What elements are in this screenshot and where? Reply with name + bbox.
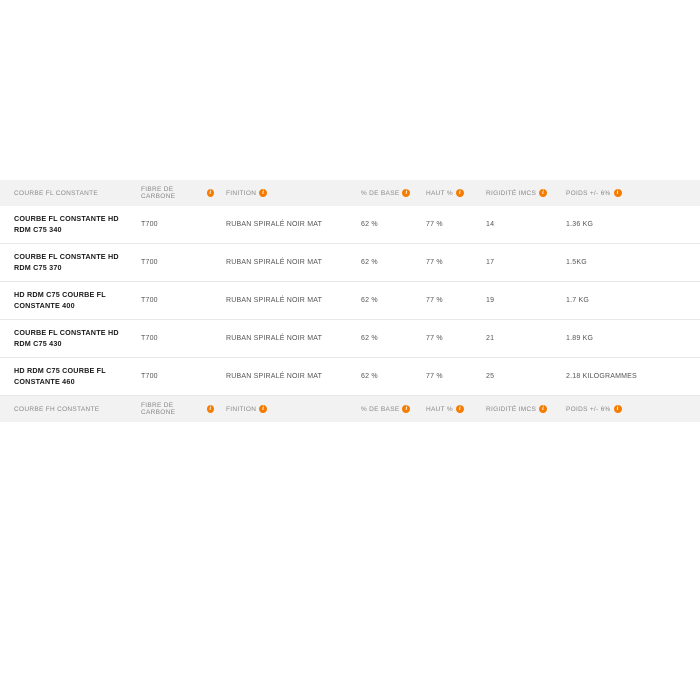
fiber-value: T700 <box>135 373 220 380</box>
base-value: 62 % <box>355 259 420 266</box>
base-value: 62 % <box>355 297 420 304</box>
header-name: COURBE FL CONSTANTE <box>14 190 98 197</box>
header-rigidite: RIGIDITÉ IMCS <box>486 190 536 197</box>
base-value: 62 % <box>355 373 420 380</box>
header-name: COURBE FH CONSTANTE <box>14 406 99 413</box>
info-icon[interactable]: i <box>259 189 267 197</box>
header-rigidite: RIGIDITÉ IMCS <box>486 406 536 413</box>
base-value: 62 % <box>355 221 420 228</box>
info-icon[interactable]: i <box>456 405 464 413</box>
header-finition: FINITION <box>226 190 256 197</box>
info-icon[interactable]: i <box>402 405 410 413</box>
finition-value: RUBAN SPIRALÉ NOIR MAT <box>220 335 355 342</box>
header-poids: POIDS +/- 6% <box>566 190 611 197</box>
info-icon[interactable]: i <box>614 405 622 413</box>
haut-value: 77 % <box>420 259 480 266</box>
info-icon[interactable]: i <box>614 189 622 197</box>
spec-table-container: COURBE FL CONSTANTE FIBRE DE CARBONEi FI… <box>0 0 700 422</box>
table-row: COURBE FL CONSTANTE HD RDM C75 340T700RU… <box>0 206 700 244</box>
header-haut: HAUT % <box>426 406 453 413</box>
info-icon[interactable]: i <box>259 405 267 413</box>
finition-value: RUBAN SPIRALÉ NOIR MAT <box>220 373 355 380</box>
header-haut: HAUT % <box>426 190 453 197</box>
info-icon[interactable]: i <box>402 189 410 197</box>
info-icon[interactable]: i <box>207 189 214 197</box>
poids-value: 1.7 KG <box>560 297 680 304</box>
fiber-value: T700 <box>135 297 220 304</box>
rigidite-value: 25 <box>480 373 560 380</box>
header-fiber: FIBRE DE CARBONE <box>141 402 204 416</box>
fiber-value: T700 <box>135 335 220 342</box>
fiber-value: T700 <box>135 221 220 228</box>
table-row: COURBE FL CONSTANTE HD RDM C75 430T700RU… <box>0 320 700 358</box>
table-row: HD RDM C75 COURBE FL CONSTANTE 460T700RU… <box>0 358 700 396</box>
poids-value: 1.89 KG <box>560 335 680 342</box>
product-name: COURBE FL CONSTANTE HD RDM C75 370 <box>0 252 135 272</box>
header-base: % DE BASE <box>361 190 399 197</box>
header-fiber: FIBRE DE CARBONE <box>141 186 204 200</box>
haut-value: 77 % <box>420 335 480 342</box>
rigidite-value: 19 <box>480 297 560 304</box>
table-row: HD RDM C75 COURBE FL CONSTANTE 400T700RU… <box>0 282 700 320</box>
info-icon[interactable]: i <box>207 405 214 413</box>
product-name: HD RDM C75 COURBE FL CONSTANTE 460 <box>0 366 135 386</box>
rigidite-value: 21 <box>480 335 560 342</box>
finition-value: RUBAN SPIRALÉ NOIR MAT <box>220 259 355 266</box>
table-header-row: COURBE FH CONSTANTE FIBRE DE CARBONEi FI… <box>0 396 700 422</box>
header-finition: FINITION <box>226 406 256 413</box>
base-value: 62 % <box>355 335 420 342</box>
product-name: HD RDM C75 COURBE FL CONSTANTE 400 <box>0 290 135 310</box>
haut-value: 77 % <box>420 373 480 380</box>
rigidite-value: 17 <box>480 259 560 266</box>
poids-value: 1.36 KG <box>560 221 680 228</box>
haut-value: 77 % <box>420 221 480 228</box>
finition-value: RUBAN SPIRALÉ NOIR MAT <box>220 221 355 228</box>
info-icon[interactable]: i <box>539 189 547 197</box>
header-base: % DE BASE <box>361 406 399 413</box>
poids-value: 2.18 KILOGRAMMES <box>560 373 680 380</box>
product-name: COURBE FL CONSTANTE HD RDM C75 340 <box>0 214 135 234</box>
info-icon[interactable]: i <box>539 405 547 413</box>
header-poids: POIDS +/- 6% <box>566 406 611 413</box>
poids-value: 1.5KG <box>560 259 680 266</box>
rigidite-value: 14 <box>480 221 560 228</box>
info-icon[interactable]: i <box>456 189 464 197</box>
table-header-row: COURBE FL CONSTANTE FIBRE DE CARBONEi FI… <box>0 180 700 206</box>
table-body: COURBE FL CONSTANTE HD RDM C75 340T700RU… <box>0 206 700 396</box>
table-row: COURBE FL CONSTANTE HD RDM C75 370T700RU… <box>0 244 700 282</box>
haut-value: 77 % <box>420 297 480 304</box>
fiber-value: T700 <box>135 259 220 266</box>
product-name: COURBE FL CONSTANTE HD RDM C75 430 <box>0 328 135 348</box>
finition-value: RUBAN SPIRALÉ NOIR MAT <box>220 297 355 304</box>
